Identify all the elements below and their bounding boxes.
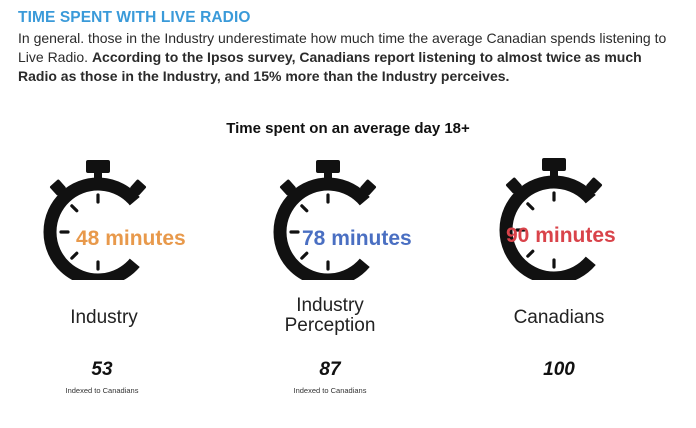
stopwatch-icon — [273, 160, 377, 280]
minutes-value: 90 minutes — [506, 224, 616, 247]
stopwatch-knob-left — [49, 179, 66, 196]
category-label-line1: Industry — [296, 295, 364, 316]
category-label: Industry Perception — [220, 296, 440, 336]
stopwatch-knob-right — [586, 177, 603, 194]
stopwatch-stem — [324, 170, 332, 180]
stopwatch-tick — [300, 204, 309, 213]
category-label-line1: Canadians — [513, 307, 605, 328]
panel-canadians: 90 minutes Canadians 100 — [476, 150, 696, 420]
stopwatch-knob-right — [360, 179, 377, 196]
intro-paragraph: In general. those in the Industry undere… — [18, 29, 682, 86]
index-value: 87 — [319, 359, 341, 380]
page-title: TIME SPENT WITH LIVE RADIO — [18, 9, 251, 26]
panel-industry-perception: 78 minutes Industry Perception 87 Indexe… — [250, 150, 470, 420]
stopwatch-tick — [70, 251, 79, 260]
stopwatch-stem — [550, 168, 558, 178]
index-value: 53 — [91, 359, 113, 380]
intro-text: In general. those in the Industry undere… — [18, 30, 667, 65]
stopwatch-icon — [43, 160, 147, 280]
stopwatch-button — [86, 160, 110, 173]
minutes-value: 78 minutes — [302, 227, 412, 250]
category-label: Canadians — [449, 308, 669, 328]
stopwatch-tick — [70, 204, 79, 213]
stopwatch-tick — [526, 249, 535, 258]
stopwatch-icon — [499, 158, 603, 280]
stopwatch-ring — [499, 175, 596, 280]
index-value: 100 — [543, 359, 575, 380]
stopwatch-stem — [94, 170, 102, 180]
category-label-line2: Perception — [284, 315, 376, 336]
panel-industry: 48 minutes Industry 53 Indexed to Canadi… — [20, 150, 240, 420]
minutes-value: 48 minutes — [76, 227, 186, 250]
stopwatch-button — [542, 158, 566, 171]
stopwatch-button — [316, 160, 340, 173]
stopwatch-tick — [300, 251, 309, 260]
stopwatch-ring — [273, 177, 370, 280]
category-label-line1: Industry — [70, 307, 138, 328]
intro-bold-text: According to the Ipsos survey, Canadians… — [18, 49, 642, 84]
stopwatch-knob-right — [130, 179, 147, 196]
stopwatch-knob-left — [505, 177, 522, 194]
index-note: Indexed to Canadians — [293, 386, 367, 395]
stopwatch-tick — [526, 202, 535, 211]
category-label: Industry — [0, 308, 214, 328]
chart-title: Time spent on an average day 18+ — [226, 120, 470, 137]
index-note: Indexed to Canadians — [65, 386, 139, 395]
stopwatch-knob-left — [279, 179, 296, 196]
stopwatch-ring — [43, 177, 140, 280]
